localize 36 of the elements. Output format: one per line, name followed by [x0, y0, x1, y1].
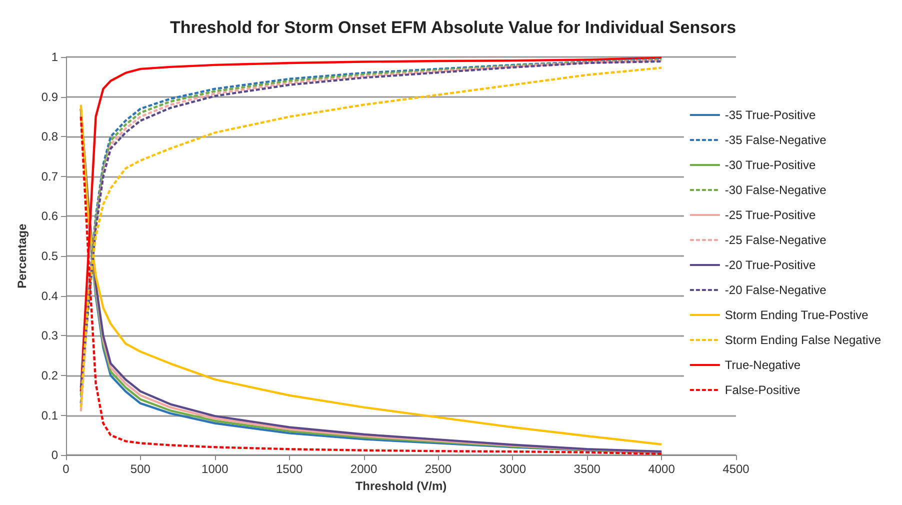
x-tick-label: 3500	[574, 462, 601, 476]
y-axis-title: Percentage	[15, 223, 29, 288]
x-tick-label: 0	[62, 462, 70, 476]
x-tick-label: 500	[130, 462, 151, 476]
x-tick-label: 1500	[276, 462, 304, 476]
legend-label: False-Positive	[724, 383, 801, 397]
legend-label: True-Negative	[724, 358, 801, 372]
x-tick-label: 1000	[202, 462, 229, 476]
y-tick-label: 0.6	[41, 209, 58, 224]
legend-label: -25 False-Negative	[724, 233, 827, 247]
y-tick-label: 0	[51, 448, 58, 462]
chart-title: Threshold for Storm Onset EFM Absolute Value for Individual Sensors	[170, 18, 736, 37]
x-tick-label: 2000	[350, 462, 378, 476]
y-tick-label: 0.9	[41, 90, 58, 104]
y-tick-label: 0.2	[41, 368, 58, 382]
legend-label: -35 True-Positive	[724, 108, 816, 122]
legend-label: -20 False-Negative	[724, 283, 827, 297]
legend-label: -30 True-Positive	[724, 158, 816, 172]
x-tick-label: 3000	[499, 462, 526, 476]
legend-label: Storm Ending True-Postive	[724, 308, 869, 322]
y-tick-label: 0.7	[41, 169, 58, 184]
y-tick-label: 1	[51, 50, 58, 64]
y-tick-label: 0.5	[41, 249, 58, 264]
x-axis-title: Threshold (V/m)	[355, 479, 447, 493]
y-tick-label: 0.4	[41, 288, 58, 303]
legend-label: Storm Ending False Negative	[724, 333, 882, 347]
legend-label: -35 False-Negative	[724, 133, 827, 147]
y-tick-label: 0.3	[41, 328, 58, 343]
x-tick-label: 4000	[648, 462, 676, 476]
legend-label: -20 True-Positive	[724, 258, 816, 272]
legend-label: -25 True-Positive	[724, 208, 816, 222]
y-tick-label: 0.1	[41, 408, 58, 422]
x-tick-label: 2500	[424, 462, 452, 476]
y-tick-label: 0.8	[41, 130, 58, 144]
x-tick-label: 4500	[722, 462, 750, 476]
legend-label: -30 False-Negative	[724, 183, 827, 197]
